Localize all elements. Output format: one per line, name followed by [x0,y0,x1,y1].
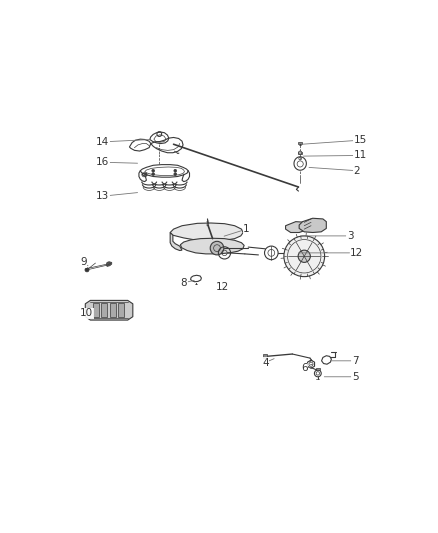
Text: 11: 11 [303,150,367,160]
Circle shape [85,268,89,272]
Circle shape [298,250,311,262]
Text: 16: 16 [96,157,138,167]
Polygon shape [93,303,99,317]
Polygon shape [299,218,326,232]
Text: 2: 2 [309,166,360,176]
Text: 12: 12 [299,248,364,258]
Polygon shape [298,142,302,143]
Polygon shape [316,368,320,370]
Text: 13: 13 [96,191,138,201]
Text: 1: 1 [224,224,250,236]
Polygon shape [101,303,107,317]
Text: 12: 12 [216,282,230,292]
Polygon shape [287,250,293,256]
Polygon shape [170,232,182,251]
Text: 15: 15 [303,135,367,145]
Polygon shape [298,152,302,154]
Circle shape [174,169,177,172]
Text: 6: 6 [301,364,311,373]
Text: 7: 7 [330,356,358,366]
Polygon shape [110,303,116,317]
Circle shape [152,169,155,172]
Circle shape [174,173,177,175]
Polygon shape [85,301,133,320]
Polygon shape [263,354,267,358]
Polygon shape [286,222,309,232]
Text: 8: 8 [180,278,194,288]
Polygon shape [170,223,243,241]
Circle shape [152,173,155,175]
Text: 10: 10 [80,308,93,318]
Text: 5: 5 [324,372,358,382]
Polygon shape [118,303,124,317]
Circle shape [298,151,302,155]
Polygon shape [180,238,244,254]
Text: 3: 3 [300,231,353,241]
Text: 4: 4 [262,358,274,368]
Text: 9: 9 [80,257,88,268]
Circle shape [210,241,224,255]
Text: 14: 14 [96,137,150,147]
Polygon shape [106,262,112,266]
Circle shape [284,236,325,277]
